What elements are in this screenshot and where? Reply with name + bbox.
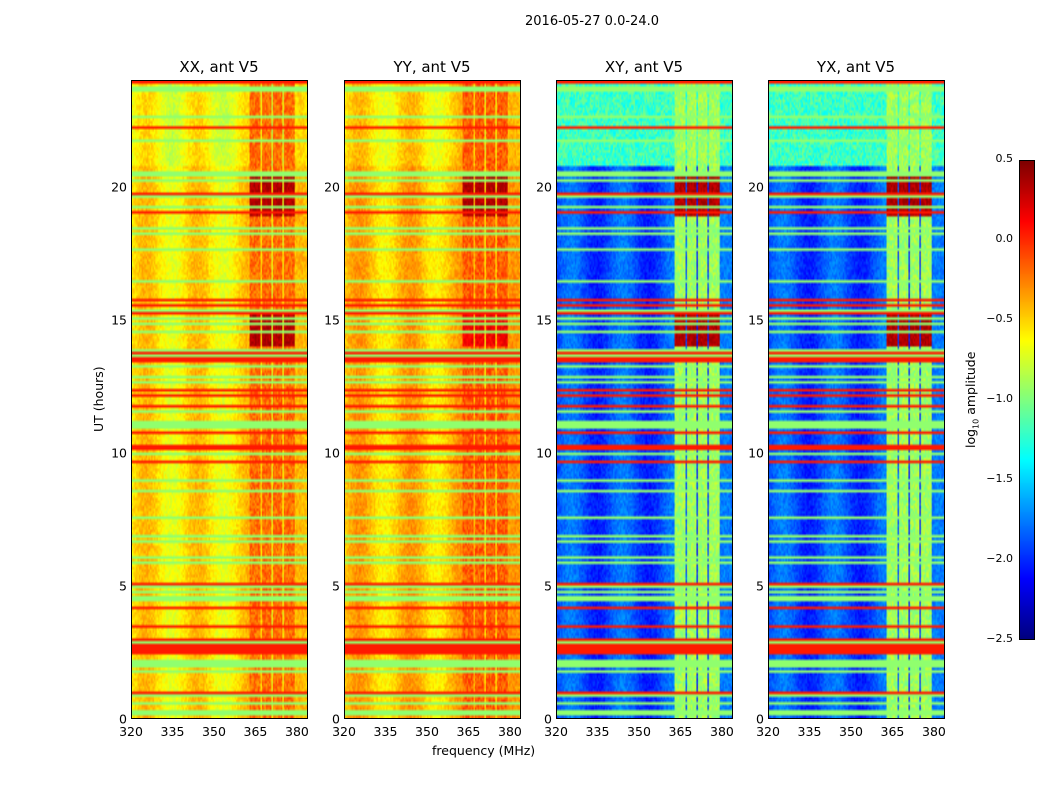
heatmap-panel-xy <box>556 80 733 719</box>
x-tick-label: 320 <box>756 724 780 739</box>
x-tick-label: 335 <box>160 724 185 739</box>
panel-title: XY, ant V5 <box>604 58 684 76</box>
y-tick-label: 20 <box>324 179 340 194</box>
y-tick-label: 15 <box>324 312 340 328</box>
heatmap-panel-yx <box>768 80 945 719</box>
panel-title: XX, ant V5 <box>179 58 259 76</box>
y-tick-label: 10 <box>748 445 764 461</box>
heatmap-panel-yy <box>344 80 521 719</box>
colorbar-tick-label: −2.0 <box>986 552 1013 565</box>
colorbar-tick-label: −2.5 <box>986 632 1013 645</box>
x-tick-label: 320 <box>332 724 356 739</box>
y-tick-label: 10 <box>111 445 127 461</box>
x-tick-label: 350 <box>202 724 226 739</box>
y-axis-label: UT (hours) <box>91 366 106 432</box>
x-tick-label: 365 <box>668 724 693 739</box>
colorbar-tick-label: −0.5 <box>986 312 1013 325</box>
panel-title: YY, ant V5 <box>393 58 471 76</box>
x-tick-label: 380 <box>710 724 734 739</box>
colorbar-tick-label: 0.0 <box>995 232 1014 245</box>
y-tick-label: 5 <box>756 578 764 594</box>
figure-title: 2016-05-27 0.0-24.0 <box>525 14 659 29</box>
x-tick-label: 320 <box>544 724 568 739</box>
x-tick-label: 335 <box>797 724 822 739</box>
y-tick-label: 20 <box>111 179 127 194</box>
x-tick-label: 335 <box>585 724 610 739</box>
colorbar-tick-label: −1.5 <box>986 472 1013 485</box>
x-tick-label: 380 <box>285 724 309 739</box>
heatmap-panel-xx <box>131 80 308 719</box>
y-tick-label: 10 <box>536 445 552 461</box>
y-tick-label: 0 <box>544 711 552 727</box>
x-tick-label: 350 <box>415 724 439 739</box>
y-tick-label: 15 <box>536 312 552 328</box>
x-tick-label: 365 <box>880 724 905 739</box>
y-tick-label: 10 <box>324 445 340 461</box>
y-tick-label: 5 <box>119 578 127 594</box>
y-tick-label: 5 <box>332 578 340 594</box>
x-tick-label: 380 <box>922 724 946 739</box>
y-tick-label: 15 <box>111 312 127 328</box>
panel-title: YX, ant V5 <box>816 58 896 76</box>
y-tick-label: 5 <box>544 578 552 594</box>
colorbar-label: log10 amplitude <box>963 351 981 448</box>
colorbar <box>1019 160 1035 640</box>
y-tick-label: 0 <box>332 711 340 727</box>
x-tick-label: 350 <box>839 724 863 739</box>
x-tick-label: 320 <box>119 724 143 739</box>
x-tick-label: 365 <box>243 724 268 739</box>
x-tick-label: 380 <box>498 724 522 739</box>
x-axis-label: frequency (MHz) <box>432 743 536 758</box>
x-tick-label: 365 <box>456 724 481 739</box>
y-tick-label: 20 <box>536 179 552 194</box>
y-tick-label: 0 <box>756 711 764 727</box>
colorbar-tick-label: −1.0 <box>986 392 1013 405</box>
y-tick-label: 0 <box>119 711 127 727</box>
y-tick-label: 15 <box>748 312 764 328</box>
y-tick-label: 20 <box>748 179 764 194</box>
x-tick-label: 350 <box>627 724 651 739</box>
colorbar-tick-label: 0.5 <box>995 152 1014 165</box>
x-tick-label: 335 <box>373 724 398 739</box>
